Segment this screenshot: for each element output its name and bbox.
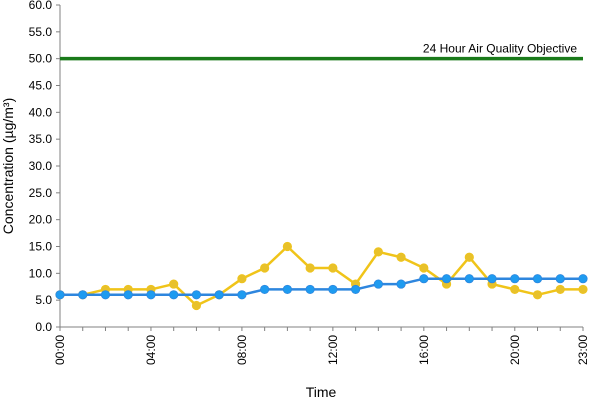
x-tick-label: 00:00	[53, 335, 67, 365]
y-tick-label: 45.0	[29, 79, 53, 93]
data-point	[464, 274, 474, 284]
data-point	[396, 252, 406, 262]
series-1	[55, 241, 588, 311]
data-point	[305, 263, 315, 273]
data-point	[441, 274, 452, 284]
y-tick-label: 40.0	[29, 105, 53, 119]
data-point	[578, 274, 588, 284]
data-point	[328, 284, 338, 295]
data-point	[419, 263, 429, 273]
data-point	[578, 284, 588, 295]
x-tick-label: 12:00	[326, 335, 340, 365]
data-point	[169, 290, 179, 300]
y-tick-label: 0.0	[35, 320, 52, 334]
data-point	[260, 263, 270, 273]
data-point	[191, 290, 202, 300]
reference-line-label: 24 Hour Air Quality Objective	[423, 42, 577, 56]
data-point	[487, 274, 497, 284]
data-point	[328, 263, 338, 273]
y-tick-label: 5.0	[35, 293, 52, 307]
x-tick-label: 23:00	[576, 335, 590, 365]
data-point	[214, 290, 224, 300]
x-tick-label: 08:00	[235, 335, 249, 365]
data-point	[191, 300, 202, 311]
x-tick-label: 04:00	[144, 335, 158, 365]
data-point	[169, 279, 179, 289]
data-point	[55, 290, 65, 300]
y-tick-label: 60.0	[29, 0, 53, 12]
data-point	[237, 274, 247, 284]
data-point	[464, 252, 474, 262]
data-point	[373, 247, 383, 257]
x-tick-label: 16:00	[417, 335, 431, 365]
x-axis-title: Time	[306, 384, 337, 400]
data-point	[555, 284, 565, 295]
data-point	[282, 241, 292, 252]
data-point	[510, 284, 520, 295]
y-tick-label: 55.0	[29, 25, 53, 39]
data-point	[396, 279, 406, 289]
y-tick-label: 20.0	[29, 213, 53, 227]
data-point	[419, 274, 429, 284]
y-tick-label: 15.0	[29, 240, 53, 254]
y-tick-label: 35.0	[29, 132, 53, 146]
y-axis-title: Concentration (µg/m³)	[0, 98, 16, 234]
y-tick-label: 25.0	[29, 186, 53, 200]
y-tick-label: 10.0	[29, 266, 53, 280]
data-point	[78, 290, 88, 300]
data-point	[351, 284, 361, 295]
data-point	[146, 290, 156, 300]
series-layer	[55, 241, 588, 311]
data-point	[555, 274, 565, 284]
data-point	[237, 290, 247, 300]
data-point	[100, 290, 111, 300]
data-point	[373, 279, 383, 289]
y-tick-label: 50.0	[29, 52, 53, 66]
reference-layer: 24 Hour Air Quality Objective	[60, 42, 583, 61]
data-point	[260, 284, 270, 295]
series-line	[60, 245, 583, 307]
x-tick-label: 20:00	[508, 335, 522, 365]
series-2	[55, 274, 588, 300]
y-tick-label: 30.0	[29, 159, 53, 173]
data-point	[532, 274, 543, 284]
data-point	[123, 290, 133, 300]
data-point	[532, 290, 543, 300]
data-point	[510, 274, 520, 284]
data-point	[305, 284, 315, 295]
axes-layer: 0.0 5.0 10.0 15.0 20.0 25.0 30.0 35.0 40.0 45.0 50…	[29, 0, 590, 365]
data-point	[282, 284, 292, 295]
